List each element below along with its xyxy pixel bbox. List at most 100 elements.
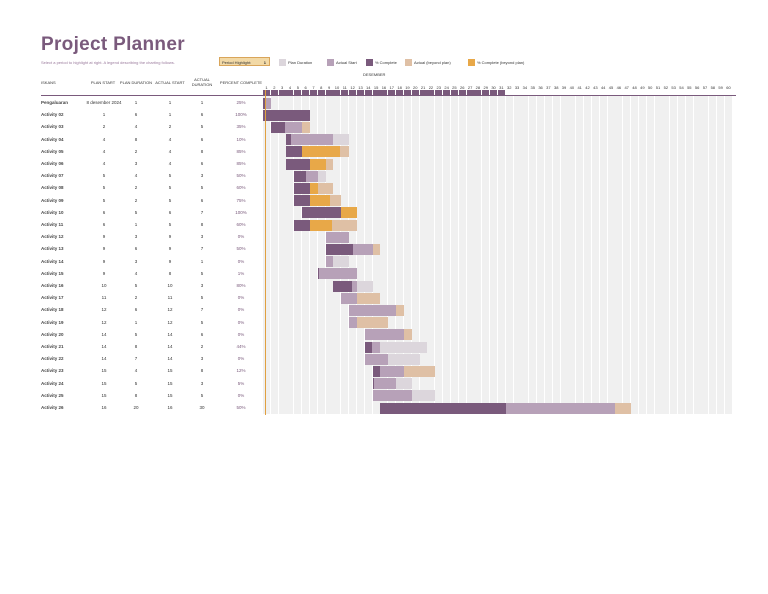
percent-complete-value[interactable]: 0% [237, 258, 245, 264]
actual-start-value[interactable]: 8 [168, 270, 172, 276]
percent-complete-value[interactable]: 12% [236, 368, 246, 374]
activity-name[interactable]: Activity 16 [41, 283, 64, 288]
actual-duration-value[interactable]: 8 [200, 222, 204, 227]
actual-start-value[interactable]: 5 [168, 185, 172, 191]
day-column[interactable] [356, 96, 364, 414]
plan-start-value[interactable]: 10 [101, 283, 107, 288]
plan-start-value[interactable]: 4 [102, 148, 106, 154]
actual-start-value[interactable]: 15 [167, 392, 173, 398]
actual-start-value[interactable]: 5 [168, 222, 172, 227]
activity-name[interactable]: Activity 05 [41, 148, 64, 154]
plan-duration-value[interactable]: 7 [134, 356, 138, 362]
actual-start-value[interactable]: 14 [167, 356, 173, 362]
percent-complete-value[interactable]: 25% [236, 100, 246, 105]
percent-complete-value[interactable]: 1% [237, 270, 245, 276]
activity-name[interactable]: Activity 04 [41, 136, 64, 142]
percent-complete-value[interactable]: 75% [236, 197, 246, 203]
activity-name[interactable]: Activity 14 [41, 258, 64, 264]
actual-duration-value[interactable]: 3 [200, 283, 204, 288]
plan-duration-value[interactable]: 8 [134, 344, 138, 349]
actual-start-value[interactable]: 15 [167, 368, 173, 374]
activity-name[interactable]: Activity 25 [41, 392, 64, 398]
day-column[interactable] [482, 96, 490, 414]
actual-duration-value[interactable]: 6 [200, 112, 204, 118]
plan-start-value[interactable]: 1 [102, 112, 106, 118]
activity-name[interactable]: Activity 24 [41, 380, 64, 386]
plan-duration-value[interactable]: 2 [134, 148, 138, 154]
actual-duration-value[interactable]: 3 [200, 356, 204, 362]
day-column[interactable] [341, 96, 349, 414]
day-column[interactable] [654, 96, 662, 414]
day-column[interactable] [709, 96, 717, 414]
percent-complete-value[interactable]: 0% [237, 307, 245, 313]
day-column[interactable] [552, 96, 560, 414]
plan-duration-value[interactable]: 6 [134, 307, 138, 313]
plan-start-value[interactable]: 6 [102, 209, 106, 215]
day-column[interactable] [309, 96, 317, 414]
plan-start-value[interactable]: 14 [101, 356, 107, 362]
percent-complete-value[interactable]: 0% [237, 234, 245, 240]
activity-name[interactable]: Activity 17 [41, 295, 64, 301]
day-column[interactable] [638, 96, 646, 414]
actual-duration-value[interactable]: 30 [199, 405, 205, 410]
actual-duration-value[interactable]: 5 [200, 319, 204, 325]
actual-duration-value[interactable]: 3 [200, 234, 204, 240]
plan-duration-value[interactable]: 4 [134, 368, 138, 374]
day-column[interactable] [724, 96, 732, 414]
day-column[interactable] [450, 96, 458, 414]
plan-start-value[interactable]: 2 [102, 124, 106, 130]
day-column[interactable] [497, 96, 505, 414]
plan-start-value[interactable]: 6 [102, 222, 106, 227]
actual-duration-value[interactable]: 5 [200, 392, 204, 398]
actual-duration-value[interactable]: 7 [200, 307, 204, 313]
percent-complete-value[interactable]: 0% [237, 295, 245, 301]
plan-duration-value[interactable]: 3 [134, 161, 138, 166]
actual-duration-value[interactable]: 5 [200, 295, 204, 301]
plan-duration-value[interactable]: 5 [134, 283, 138, 288]
activity-name[interactable]: Activity 19 [41, 319, 64, 325]
actual-start-value[interactable]: 5 [168, 173, 172, 179]
day-column[interactable] [349, 96, 357, 414]
activity-name[interactable]: Activity 21 [41, 344, 64, 349]
actual-start-value[interactable]: 12 [167, 307, 173, 313]
plan-start-value[interactable]: 8 desember 2024 [86, 100, 122, 105]
day-column[interactable] [693, 96, 701, 414]
activity-name[interactable]: Pengaluaran [41, 100, 69, 105]
percent-complete-value[interactable]: 100% [235, 209, 247, 215]
plan-start-value[interactable]: 11 [101, 295, 107, 301]
day-column[interactable] [411, 96, 419, 414]
actual-duration-value[interactable]: 6 [200, 197, 204, 203]
actual-start-value[interactable]: 4 [168, 148, 172, 154]
actual-start-value[interactable]: 4 [168, 161, 172, 166]
day-column[interactable] [286, 96, 294, 414]
activity-name[interactable]: Activity 02 [41, 112, 64, 118]
activity-name[interactable]: Activity 20 [41, 331, 64, 337]
plan-start-value[interactable]: 12 [101, 319, 107, 325]
plan-start-value[interactable]: 15 [101, 392, 107, 398]
day-column[interactable] [631, 96, 638, 414]
day-column[interactable] [646, 96, 654, 414]
activity-name[interactable]: Activity 18 [41, 307, 64, 313]
day-column[interactable] [505, 96, 513, 414]
day-column[interactable] [372, 96, 380, 414]
day-column[interactable] [427, 96, 435, 414]
actual-start-value[interactable]: 9 [168, 234, 172, 240]
actual-start-value[interactable]: 15 [167, 380, 173, 386]
day-column[interactable] [317, 96, 325, 414]
percent-complete-value[interactable]: 0% [237, 319, 245, 325]
day-column[interactable] [623, 96, 631, 414]
percent-complete-value[interactable]: 100% [235, 112, 247, 118]
percent-complete-value[interactable]: 60% [236, 185, 246, 191]
day-column[interactable] [560, 96, 568, 414]
plan-duration-value[interactable]: 6 [134, 246, 138, 252]
plan-start-value[interactable]: 5 [102, 185, 106, 191]
day-column[interactable] [333, 96, 341, 414]
day-column[interactable] [474, 96, 482, 414]
day-column[interactable] [396, 96, 404, 414]
day-column[interactable] [263, 96, 270, 414]
day-column[interactable] [677, 96, 685, 414]
day-column[interactable] [568, 96, 576, 414]
plan-start-value[interactable]: 14 [101, 331, 107, 337]
activity-name[interactable]: Activity 26 [41, 405, 64, 410]
period-highlight-field[interactable]: Period Highlight: 1 [219, 57, 270, 66]
